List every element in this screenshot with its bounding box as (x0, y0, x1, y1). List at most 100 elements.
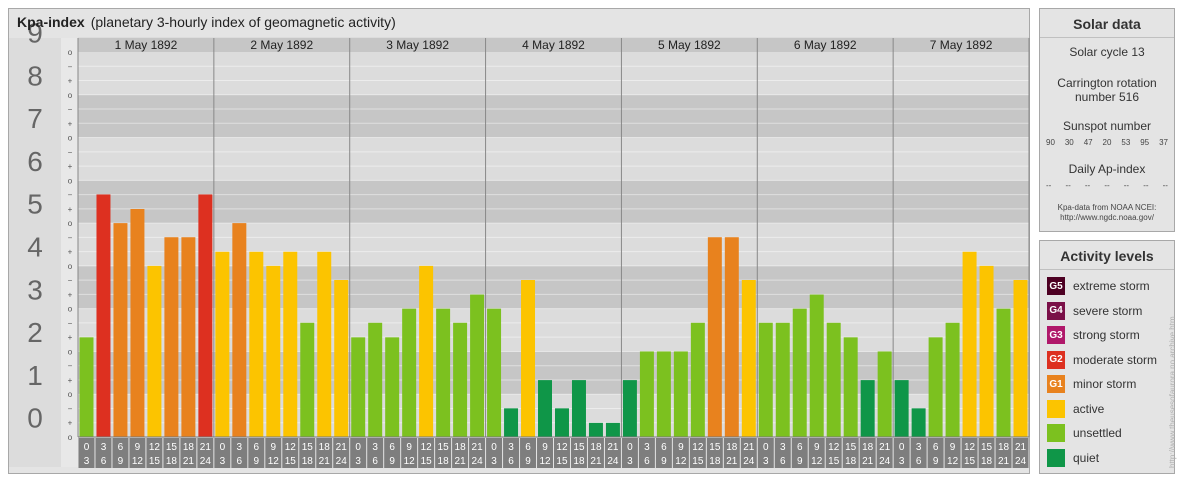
hour-label-box (112, 438, 129, 468)
hour-end-label: 21 (455, 456, 467, 467)
hour-start-label: 0 (763, 442, 769, 453)
y-axis-column (9, 38, 61, 467)
hour-start-label: 15 (981, 442, 993, 453)
hour-start-label: 18 (319, 442, 331, 453)
kp-bar (605, 422, 620, 437)
subtick-symbol: o (68, 347, 73, 356)
hour-label-box (248, 438, 265, 468)
hour-label-box (689, 438, 706, 468)
legend-label: strong storm (1073, 328, 1140, 343)
hour-label-box (180, 438, 197, 468)
kp-bar (147, 265, 162, 437)
kp-bar (775, 322, 790, 437)
hour-end-label: 21 (862, 456, 874, 467)
kp-bar (96, 194, 111, 437)
sunspot-values: 90 30 47 20 53 95 37 (1040, 138, 1174, 147)
y-tick-label: 2 (27, 317, 43, 348)
hour-end-label: 15 (964, 456, 976, 467)
subtick-symbol: o (68, 433, 73, 442)
kp-bar (215, 251, 230, 437)
hour-label-box (808, 438, 825, 468)
hour-label-box (265, 438, 282, 468)
hour-end-label: 9 (118, 456, 124, 467)
legend-label: quiet (1073, 450, 1100, 465)
kp-bar (741, 280, 756, 437)
kp-bar (979, 265, 994, 437)
hour-label-box (791, 438, 808, 468)
hour-end-label: 18 (166, 456, 178, 467)
hour-end-label: 24 (472, 456, 484, 467)
hour-label-box (418, 438, 435, 468)
subtick-symbol: o (68, 305, 73, 314)
kp-band (78, 137, 1029, 181)
hour-label-box (163, 438, 180, 468)
subtick-symbol: o (68, 176, 73, 185)
legend-swatch: G2 (1047, 350, 1065, 369)
kp-bar (724, 237, 739, 437)
kp-bar (571, 380, 586, 437)
source-link[interactable]: http://www.ngdc.noaa.gov/ (1060, 213, 1154, 222)
y-tick-label: 4 (27, 232, 43, 263)
y-tick-label: 3 (27, 274, 43, 305)
subtick-symbol: o (68, 48, 73, 57)
kp-bar (894, 380, 909, 437)
kp-bar (928, 337, 943, 437)
hour-start-label: 12 (964, 442, 976, 453)
hour-end-label: 24 (200, 456, 212, 467)
subtick-symbol: − (68, 62, 73, 71)
daily-ap-title: Daily Ap-index (1068, 162, 1146, 176)
kp-bar (419, 265, 434, 437)
hour-start-label: 21 (336, 442, 348, 453)
hour-end-label: 21 (319, 456, 331, 467)
kp-bar (181, 237, 196, 437)
subtick-symbol: + (68, 376, 73, 385)
hour-label-box (995, 438, 1012, 468)
hour-end-label: 15 (692, 456, 704, 467)
hour-label-box (129, 438, 146, 468)
hour-label-box (876, 438, 893, 468)
subtick-symbol: o (68, 262, 73, 271)
subtick-symbol: o (68, 91, 73, 100)
hour-start-label: 6 (525, 442, 531, 453)
carrington-line-1: Carrington rotation (1057, 76, 1157, 90)
y-tick-label: 8 (27, 60, 43, 91)
hour-end-label: 9 (797, 456, 803, 467)
hour-label-box (1012, 438, 1029, 468)
sunspot-value: 47 (1083, 138, 1093, 147)
activity-levels-title: Activity levels (1040, 241, 1174, 270)
hour-label-box (570, 438, 587, 468)
hour-label-box (757, 438, 774, 468)
day-label: 2 May 1892 (250, 38, 313, 52)
kp-bar (198, 194, 213, 437)
day-label: 3 May 1892 (386, 38, 449, 52)
subtick-symbol: − (68, 233, 73, 242)
kp-bar (232, 223, 247, 437)
y-tick-label: 9 (27, 18, 43, 49)
hour-end-label: 18 (845, 456, 857, 467)
legend-label: moderate storm (1073, 352, 1158, 367)
hour-start-label: 18 (455, 442, 467, 453)
chart-subtitle: (planetary 3-hourly index of geomagnetic… (90, 14, 396, 30)
subtick-symbol: + (68, 419, 73, 428)
hour-start-label: 6 (389, 442, 395, 453)
hour-end-label: 6 (101, 456, 107, 467)
hour-label-box (893, 438, 910, 468)
hour-label-box (961, 438, 978, 468)
hour-end-label: 18 (981, 456, 993, 467)
subtick-symbol: + (68, 290, 73, 299)
hour-start-label: 15 (302, 442, 314, 453)
hour-start-label: 15 (573, 442, 585, 453)
hour-label-box (95, 438, 112, 468)
chart-title-main: Kpa-index (17, 14, 85, 30)
hour-start-label: 6 (118, 442, 124, 453)
hour-label-box (282, 438, 299, 468)
kp-bar (860, 380, 875, 437)
hour-start-label: 15 (166, 442, 178, 453)
kp-band (78, 37, 1029, 52)
hour-start-label: 6 (933, 442, 939, 453)
hour-end-label: 3 (84, 456, 90, 467)
subtick-symbol: + (68, 162, 73, 171)
kp-bar (877, 351, 892, 437)
kp-bar (470, 294, 485, 437)
